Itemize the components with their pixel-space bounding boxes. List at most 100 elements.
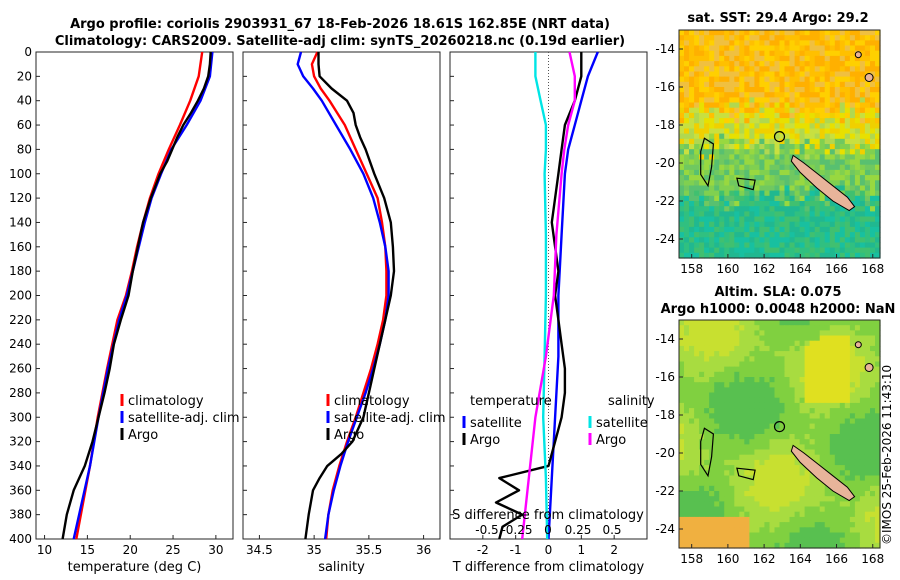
map-pixel: [870, 175, 876, 181]
map-pixel: [794, 377, 801, 383]
map-pixel: [684, 501, 690, 508]
map-pixel: [729, 81, 735, 88]
map-pixel: [694, 61, 700, 67]
map-pixel: [759, 325, 765, 331]
map-pixel: [859, 76, 866, 83]
map-pixel: [824, 527, 831, 534]
map-pixel: [699, 542, 705, 549]
map-pixel: [764, 40, 770, 47]
map-pixel: [809, 402, 816, 409]
map-pixel: [834, 459, 841, 466]
map-pixel: [824, 128, 831, 135]
map-pixel: [739, 133, 745, 140]
map-pixel: [769, 211, 776, 218]
map-pixel: [744, 516, 750, 523]
map-pixel: [875, 434, 881, 440]
map-pixel: [864, 175, 871, 181]
map-pixel: [739, 169, 745, 176]
map-pixel: [699, 527, 705, 534]
map-pixel: [779, 76, 786, 83]
map-pixel: [734, 366, 740, 373]
map-pixel: [829, 97, 836, 104]
map-pixel: [689, 335, 695, 342]
map-pixel: [719, 149, 725, 155]
map-pixel: [759, 180, 765, 187]
map-pixel: [799, 61, 806, 67]
map-pixel: [744, 61, 750, 67]
map-pixel: [864, 434, 871, 440]
map-pixel: [719, 491, 725, 497]
map-pixel: [709, 506, 715, 513]
y-tick-label: 400: [9, 532, 32, 546]
map-pixel: [749, 133, 755, 140]
map-pixel: [749, 138, 755, 145]
map-pixel: [854, 87, 861, 93]
map-pixel: [724, 470, 730, 477]
map-pixel: [744, 30, 750, 36]
map-pixel: [744, 102, 750, 109]
map-pixel: [814, 537, 821, 544]
map-pixel: [684, 206, 690, 212]
map-pixel: [829, 382, 836, 388]
map-pixel: [739, 496, 745, 502]
map-pixel: [714, 439, 720, 445]
map-pixel: [849, 366, 856, 373]
map-pixel: [824, 242, 831, 249]
map-pixel: [764, 387, 770, 394]
map-pixel: [859, 211, 866, 218]
map-pixel: [809, 506, 816, 513]
map-pixel: [759, 35, 765, 41]
map-pixel: [699, 221, 705, 228]
map-pixel: [744, 366, 750, 373]
map-pixel: [769, 185, 776, 192]
map-pixel: [729, 522, 735, 528]
map-pixel: [794, 87, 801, 93]
map-pixel: [839, 50, 846, 57]
map-pixel: [819, 206, 826, 212]
map-pixel: [809, 418, 816, 425]
map-pixel: [724, 97, 730, 104]
map-pixel: [859, 102, 866, 109]
map-pixel: [789, 144, 796, 150]
map-pixel: [759, 185, 765, 192]
map-pixel: [824, 71, 831, 78]
map-pixel: [734, 454, 740, 461]
map-pixel: [809, 542, 816, 549]
map-pixel: [704, 434, 710, 440]
map-pixel: [834, 356, 841, 363]
y-tick-label: 40: [17, 94, 32, 108]
map-pixel: [864, 501, 871, 508]
map-pixel: [839, 516, 846, 523]
map-pixel: [684, 190, 690, 197]
map-pixel: [809, 511, 816, 518]
map-pixel: [749, 169, 755, 176]
map-pixel: [789, 506, 796, 513]
map-pixel: [699, 439, 705, 445]
map-pixel: [789, 542, 796, 549]
map-pixel: [709, 418, 715, 425]
map-pixel: [829, 154, 836, 161]
map-pixel: [854, 511, 861, 518]
map-pixel: [724, 232, 730, 238]
map-pixel: [824, 402, 831, 409]
map-pixel: [789, 40, 796, 47]
map-pixel: [870, 335, 876, 342]
map-pixel: [839, 185, 846, 192]
map-pixel: [875, 532, 881, 539]
map-pixel: [724, 356, 730, 363]
map-pixel: [794, 434, 801, 440]
map-pixel: [754, 377, 760, 383]
map-pixel: [719, 325, 725, 331]
map-pixel: [839, 377, 846, 383]
map-pixel: [749, 345, 755, 352]
map-pixel: [809, 112, 816, 119]
map-pixel: [689, 485, 695, 492]
map-pixel: [739, 325, 745, 331]
map-pixel: [729, 226, 735, 233]
map-pixel: [714, 138, 720, 145]
map-pixel: [814, 190, 821, 197]
map-pixel: [814, 221, 821, 228]
map-pixel: [875, 428, 881, 435]
map-pixel: [779, 361, 786, 368]
series-line-s-satellite: [534, 52, 549, 540]
